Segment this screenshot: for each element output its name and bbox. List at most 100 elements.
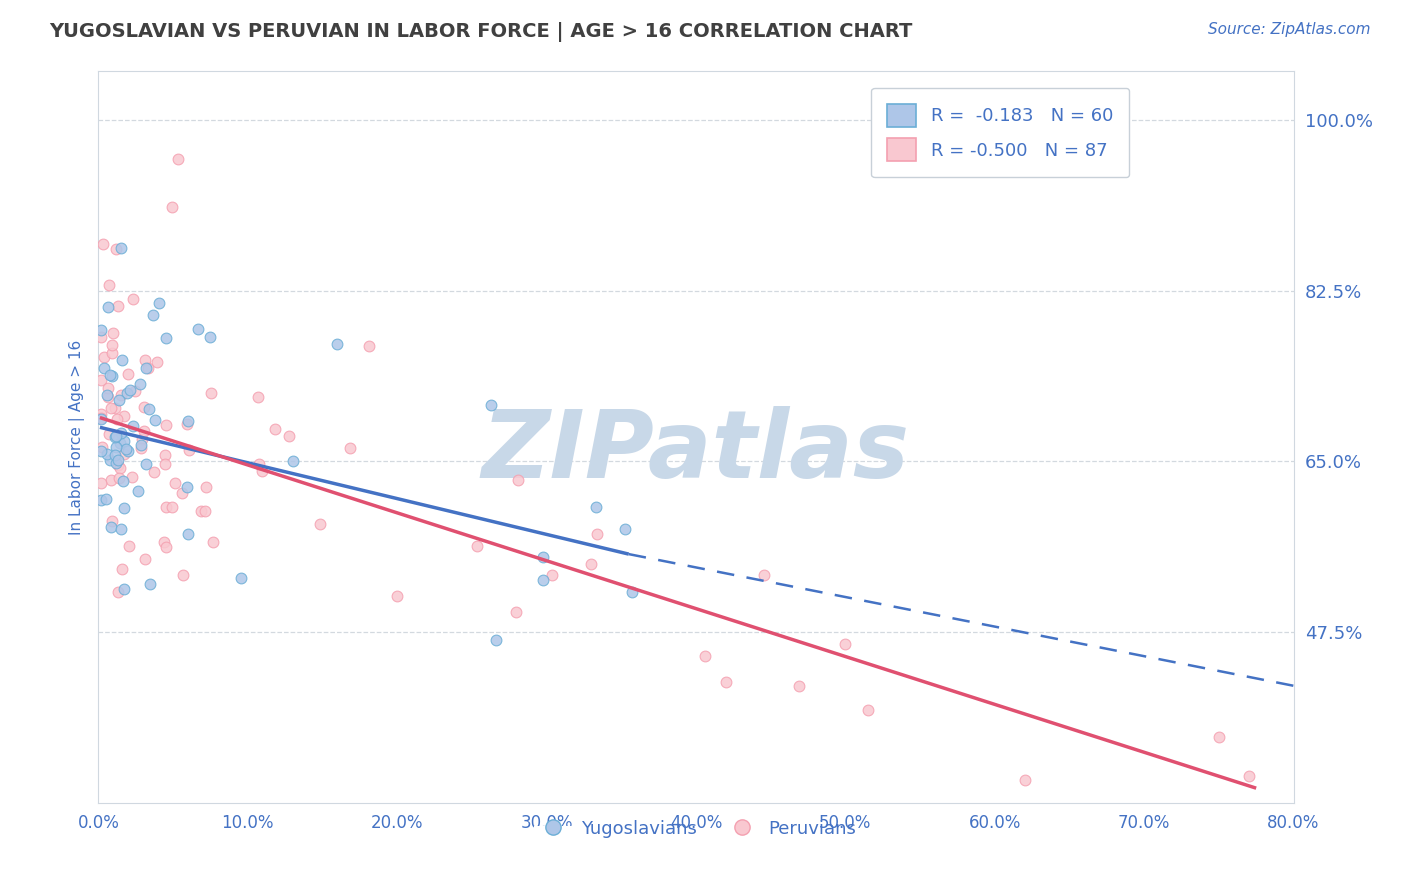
Point [277, 429, 299, 443]
Point [194, 503, 217, 517]
Point [112, 409, 135, 423]
Point [129, 438, 152, 452]
Point [104, 428, 127, 442]
Point [115, 442, 138, 457]
Point [93, 361, 115, 376]
Point [787, 679, 810, 693]
Point [96, 388, 118, 402]
Point [339, 441, 361, 455]
Point [162, 500, 184, 514]
Point [177, 414, 200, 428]
Point [110, 460, 132, 475]
Point [100, 368, 122, 382]
Point [122, 292, 145, 306]
Point [129, 441, 152, 455]
Point [172, 567, 194, 582]
Point [250, 464, 273, 478]
Point [200, 329, 222, 343]
Point [104, 440, 127, 454]
Point [506, 473, 529, 487]
Point [91, 237, 114, 252]
Point [97, 277, 120, 292]
Text: ZIPatlas: ZIPatlas [482, 406, 910, 498]
Point [541, 567, 564, 582]
Point [139, 577, 162, 591]
Point [135, 360, 157, 375]
Point [138, 361, 160, 376]
Point [110, 561, 132, 575]
Point [118, 539, 141, 553]
Point [1014, 772, 1036, 787]
Point [479, 398, 502, 412]
Point [110, 388, 132, 402]
Point [695, 649, 717, 664]
Point [614, 522, 637, 536]
Point [90, 410, 112, 425]
Point [170, 486, 193, 500]
Point [190, 504, 212, 518]
Point [108, 471, 131, 485]
Point [90, 412, 112, 426]
Point [152, 535, 174, 549]
Point [101, 514, 124, 528]
Point [97, 390, 120, 404]
Point [153, 457, 176, 471]
Point [97, 300, 120, 314]
Point [176, 480, 198, 494]
Point [107, 458, 129, 472]
Point [103, 326, 125, 340]
Point [148, 296, 170, 310]
Point [155, 448, 177, 462]
Point [163, 476, 186, 491]
Point [90, 493, 112, 508]
Point [96, 447, 118, 461]
Point [229, 571, 252, 585]
Point [177, 527, 200, 541]
Point [620, 585, 643, 599]
Point [143, 413, 166, 427]
Point [195, 480, 218, 494]
Point [111, 352, 134, 367]
Point [465, 539, 488, 553]
Point [162, 200, 184, 214]
Point [132, 425, 155, 439]
Point [112, 582, 135, 596]
Point [100, 345, 122, 359]
Point [93, 350, 115, 364]
Point [132, 400, 155, 414]
Point [98, 452, 121, 467]
Point [111, 474, 134, 488]
Legend: Yugoslavians, Peruvians: Yugoslavians, Peruvians [529, 813, 863, 845]
Point [579, 557, 602, 571]
Point [585, 500, 607, 514]
Point [176, 417, 198, 431]
Point [112, 447, 135, 461]
Point [201, 534, 224, 549]
Point [110, 241, 132, 255]
Point [90, 330, 112, 344]
Point [124, 384, 146, 399]
Point [112, 501, 135, 516]
Point [100, 473, 122, 487]
Point [108, 436, 131, 450]
Text: Source: ZipAtlas.com: Source: ZipAtlas.com [1208, 22, 1371, 37]
Point [142, 465, 165, 479]
Point [107, 452, 129, 467]
Point [90, 323, 112, 337]
Point [858, 703, 880, 717]
Point [357, 339, 380, 353]
Point [145, 355, 167, 369]
Point [117, 367, 139, 381]
Point [110, 522, 132, 536]
Point [120, 383, 142, 397]
Point [309, 516, 332, 531]
Point [247, 390, 270, 404]
Point [138, 401, 160, 416]
Point [134, 353, 156, 368]
Point [117, 444, 139, 458]
Point [155, 418, 177, 433]
Point [101, 368, 124, 383]
Point [97, 381, 120, 395]
Point [121, 470, 143, 484]
Point [110, 426, 132, 441]
